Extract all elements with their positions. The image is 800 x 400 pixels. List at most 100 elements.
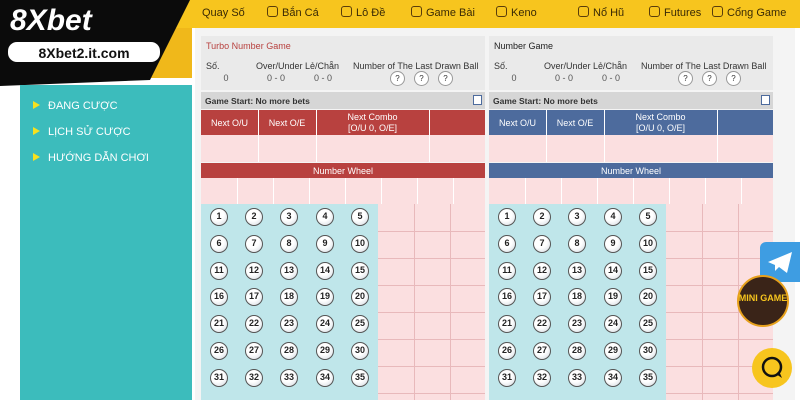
sidebar-item[interactable]: HƯỚNG DẪN CHƠI xyxy=(48,152,149,164)
number-ball[interactable]: 20 xyxy=(639,288,657,307)
number-ball[interactable]: 21 xyxy=(498,315,516,334)
number-ball[interactable]: 18 xyxy=(280,288,298,307)
number-ball[interactable]: 17 xyxy=(533,288,551,307)
number-ball[interactable]: 12 xyxy=(533,261,551,280)
number-ball[interactable]: 30 xyxy=(639,342,657,360)
number-ball[interactable]: 13 xyxy=(280,261,298,280)
number-ball[interactable]: 34 xyxy=(316,368,334,387)
number-ball[interactable]: 32 xyxy=(245,368,263,387)
next-header: Next O/E xyxy=(268,118,306,128)
number-ball[interactable]: 14 xyxy=(316,261,334,280)
number-ball[interactable]: 3 xyxy=(280,208,298,226)
number-ball[interactable]: 24 xyxy=(604,315,622,334)
number-ball[interactable]: 11 xyxy=(210,261,228,280)
number-ball[interactable]: 28 xyxy=(280,342,298,360)
sidebar-item[interactable]: ĐANG CƯỢC xyxy=(48,100,118,112)
number-ball[interactable]: 2 xyxy=(245,208,263,226)
number-ball[interactable]: 5 xyxy=(639,208,657,226)
stat-header: Số. xyxy=(494,61,508,71)
cell-divider xyxy=(604,110,605,162)
row-divider xyxy=(378,339,485,340)
number-ball[interactable]: 16 xyxy=(210,288,228,307)
number-ball[interactable]: 13 xyxy=(568,261,586,280)
cell-divider xyxy=(429,110,430,162)
number-ball[interactable]: 1 xyxy=(210,208,228,226)
number-ball[interactable]: 22 xyxy=(533,315,551,334)
number-ball[interactable]: 19 xyxy=(604,288,622,307)
number-ball[interactable]: 10 xyxy=(351,234,369,253)
number-ball[interactable]: 28 xyxy=(568,342,586,360)
number-ball[interactable]: 32 xyxy=(533,368,551,387)
number-ball[interactable]: 33 xyxy=(280,368,298,387)
number-ball[interactable]: 7 xyxy=(245,234,263,253)
number-ball[interactable]: 31 xyxy=(210,368,228,387)
number-ball[interactable]: 27 xyxy=(245,342,263,360)
number-ball[interactable]: 27 xyxy=(533,342,551,360)
number-ball[interactable]: 18 xyxy=(568,288,586,307)
number-ball[interactable]: 6 xyxy=(498,234,516,253)
number-ball[interactable]: 33 xyxy=(568,368,586,387)
stat-header: Over/Under xyxy=(544,61,591,71)
number-ball[interactable]: 35 xyxy=(639,368,657,387)
cell-divider xyxy=(258,110,259,162)
sidebar-item[interactable]: LỊCH SỬ CƯỢC xyxy=(48,126,131,138)
number-ball[interactable]: 2 xyxy=(533,208,551,226)
number-ball[interactable]: 26 xyxy=(210,342,228,360)
number-ball[interactable]: 17 xyxy=(245,288,263,307)
number-ball[interactable]: 23 xyxy=(568,315,586,334)
nav-item[interactable]: Cổng Game xyxy=(727,7,787,19)
number-ball[interactable]: 15 xyxy=(351,261,369,280)
status-icon xyxy=(473,95,482,105)
number-ball[interactable]: 9 xyxy=(604,234,622,253)
number-ball[interactable]: 30 xyxy=(351,342,369,360)
number-ball[interactable]: 3 xyxy=(568,208,586,226)
nav-item[interactable]: Nổ Hũ xyxy=(593,7,625,19)
number-ball[interactable]: 24 xyxy=(316,315,334,334)
number-ball[interactable]: 8 xyxy=(568,234,586,253)
nav-item[interactable]: Game Bài xyxy=(426,7,475,19)
number-ball[interactable]: 4 xyxy=(604,208,622,226)
combo-header: Next Combo xyxy=(347,112,398,122)
mini-game-button[interactable] xyxy=(737,275,789,327)
nav-item[interactable]: Lô Đề xyxy=(356,7,386,19)
nav-item[interactable]: Bắn Cá xyxy=(282,7,319,19)
nav-item[interactable]: Quay Số xyxy=(202,7,245,19)
nav-item[interactable]: Futures xyxy=(664,7,702,19)
number-ball[interactable]: 16 xyxy=(498,288,516,307)
sidebar-bullet xyxy=(33,127,40,135)
number-ball[interactable]: 10 xyxy=(639,234,657,253)
number-ball[interactable]: 22 xyxy=(245,315,263,334)
number-ball[interactable]: 34 xyxy=(604,368,622,387)
number-ball[interactable]: 14 xyxy=(604,261,622,280)
number-ball[interactable]: 29 xyxy=(316,342,334,360)
stat-header: Số. xyxy=(206,61,220,71)
number-ball[interactable]: 29 xyxy=(604,342,622,360)
number-ball[interactable]: 15 xyxy=(639,261,657,280)
number-ball[interactable]: 8 xyxy=(280,234,298,253)
number-ball[interactable]: 4 xyxy=(316,208,334,226)
number-ball[interactable]: 11 xyxy=(498,261,516,280)
number-ball[interactable]: 20 xyxy=(351,288,369,307)
number-ball[interactable]: 5 xyxy=(351,208,369,226)
cell-divider xyxy=(546,110,547,162)
nav-icon xyxy=(712,6,723,17)
number-ball[interactable]: 6 xyxy=(210,234,228,253)
number-ball[interactable]: 21 xyxy=(210,315,228,334)
chat-button[interactable] xyxy=(752,348,792,388)
number-ball[interactable]: 19 xyxy=(316,288,334,307)
row-divider xyxy=(378,366,485,367)
number-ball[interactable]: 25 xyxy=(351,315,369,334)
nav-item[interactable]: Keno xyxy=(511,7,537,19)
number-ball[interactable]: 23 xyxy=(280,315,298,334)
number-ball[interactable]: 9 xyxy=(316,234,334,253)
last-ball: ? xyxy=(390,71,405,86)
number-ball[interactable]: 26 xyxy=(498,342,516,360)
number-ball[interactable]: 1 xyxy=(498,208,516,226)
row-divider xyxy=(378,312,485,313)
nav-icon xyxy=(496,6,507,17)
number-ball[interactable]: 12 xyxy=(245,261,263,280)
number-ball[interactable]: 35 xyxy=(351,368,369,387)
number-ball[interactable]: 7 xyxy=(533,234,551,253)
number-ball[interactable]: 25 xyxy=(639,315,657,334)
number-ball[interactable]: 31 xyxy=(498,368,516,387)
